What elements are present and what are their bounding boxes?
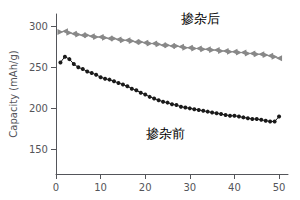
svg-text:Capacity (mAh/g): Capacity (mAh/g)	[8, 50, 19, 137]
svg-text:掺杂后: 掺杂后	[181, 11, 220, 26]
svg-text:250: 250	[29, 62, 48, 73]
svg-text:200: 200	[29, 103, 48, 114]
svg-text:150: 150	[29, 144, 48, 155]
svg-text:0: 0	[53, 182, 59, 193]
svg-text:20: 20	[139, 182, 152, 193]
svg-text:30: 30	[183, 182, 196, 193]
svg-text:掺杂前: 掺杂前	[146, 126, 185, 141]
svg-text:10: 10	[94, 182, 107, 193]
svg-text:300: 300	[29, 21, 48, 32]
svg-text:40: 40	[228, 182, 241, 193]
svg-text:50: 50	[273, 182, 286, 193]
